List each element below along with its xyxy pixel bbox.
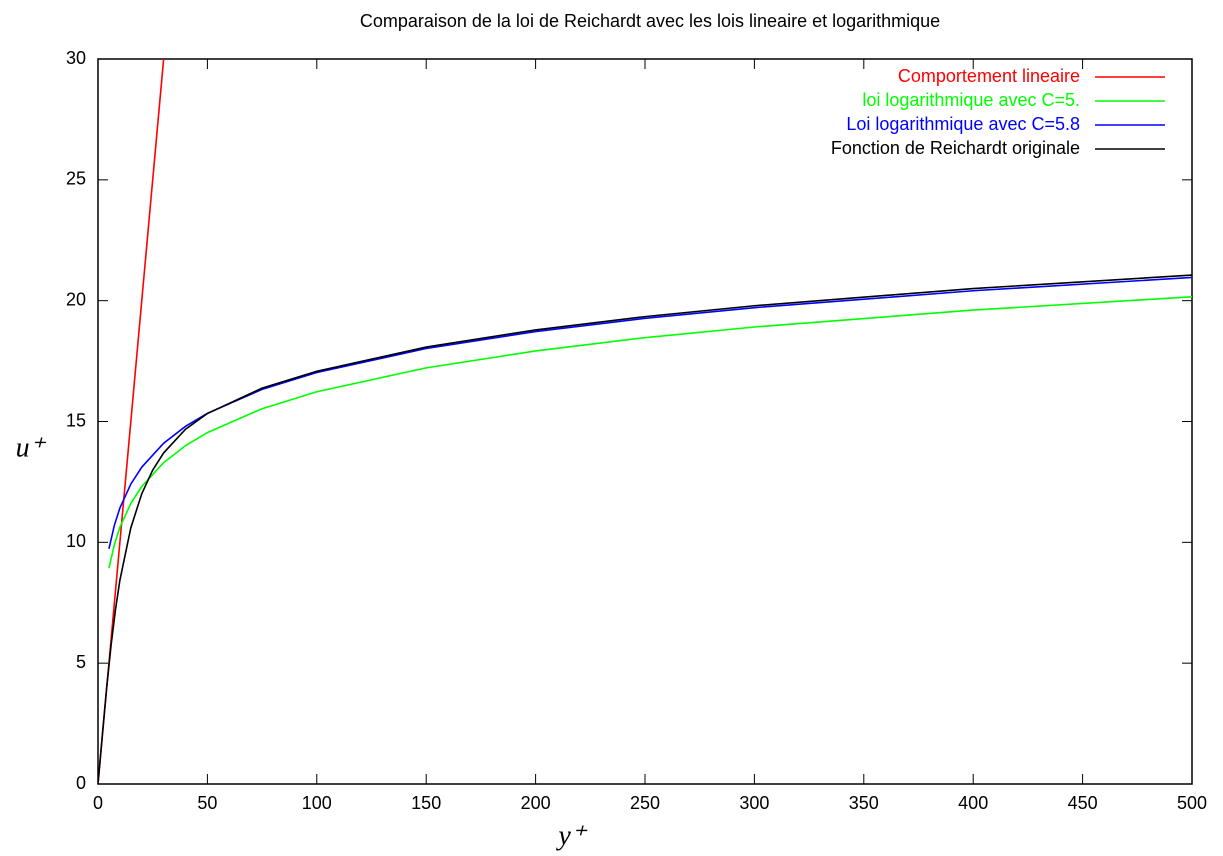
y-tick-label: 25 [66,169,86,189]
x-tick-label: 150 [411,793,441,813]
y-tick-label: 0 [76,773,86,793]
x-tick-label: 250 [630,793,660,813]
series-line [108,296,1192,569]
x-tick-label: 200 [521,793,551,813]
x-tick-label: 450 [1068,793,1098,813]
x-tick-label: 100 [302,793,332,813]
legend-label: loi logarithmique avec C=5. [862,90,1080,110]
x-axis-label: y⁺ [555,820,587,851]
x-tick-label: 0 [93,793,103,813]
y-axis-label: u⁺ [16,432,47,463]
x-tick-label: 500 [1177,793,1207,813]
series-line [98,274,1192,784]
y-tick-label: 30 [66,48,86,68]
x-tick-label: 50 [197,793,217,813]
y-tick-label: 20 [66,289,86,309]
x-tick-label: 400 [958,793,988,813]
plot-frame [97,58,1193,785]
y-tick-label: 15 [66,410,86,430]
x-tick-label: 350 [849,793,879,813]
y-tick-label: 10 [66,531,86,551]
y-tick-label: 5 [76,652,86,672]
series-line [108,276,1192,550]
legend-label: Comportement lineaire [898,66,1080,86]
chart-title: Comparaison de la loi de Reichardt avec … [360,11,940,31]
legend-label: Loi logarithmique avec C=5.8 [846,114,1080,134]
x-tick-label: 300 [739,793,769,813]
legend-label: Fonction de Reichardt originale [831,138,1080,158]
